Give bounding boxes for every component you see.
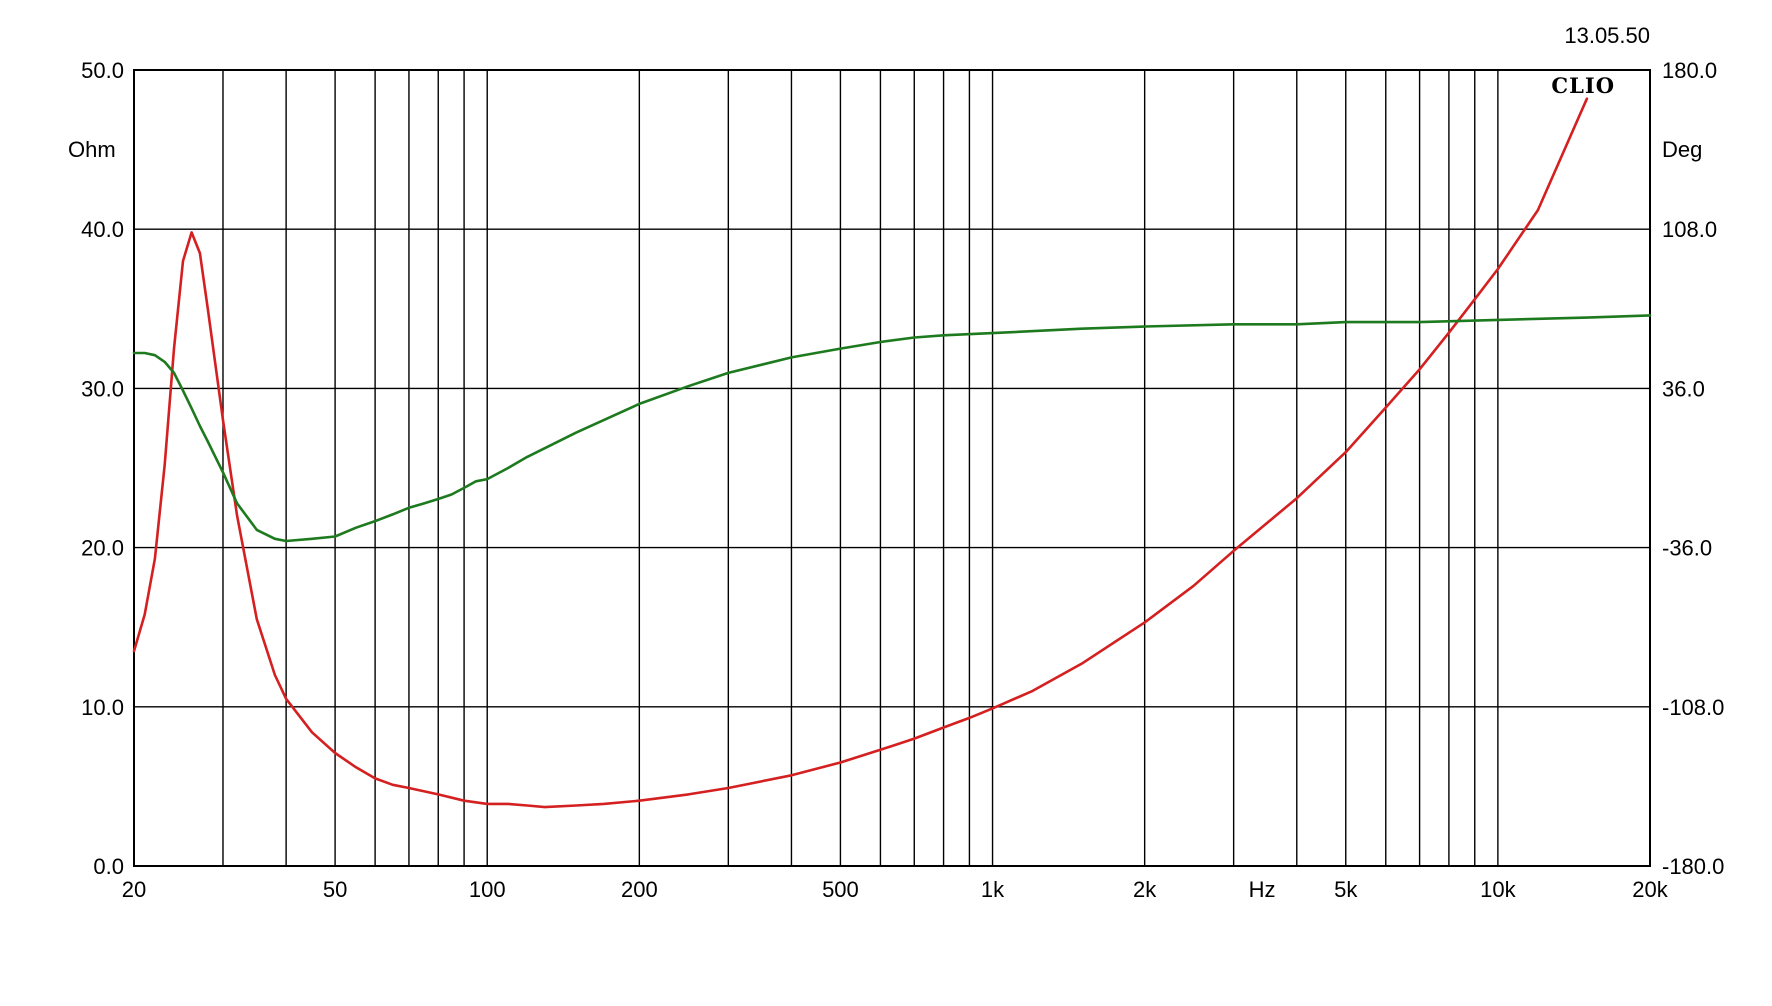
phase-series-line: [132, 314, 1652, 543]
left-y-tick-label: 30.0: [81, 376, 124, 401]
x-tick-label: 20k: [1632, 877, 1668, 902]
x-tick-label: 500: [822, 877, 859, 902]
right-y-tick-label: -108.0: [1662, 695, 1724, 720]
left-y-tick-labels: 0.0 10.0 20.0 30.0 40.0 50.0: [81, 58, 124, 879]
impedance-series-line: [132, 97, 1589, 809]
left-y-unit-label: Ohm: [68, 137, 116, 162]
plot-frame: [133, 69, 1651, 867]
right-y-tick-label: 180.0: [1662, 58, 1717, 83]
right-y-unit-label: Deg: [1662, 137, 1702, 162]
brand-logo: CLIO: [1551, 73, 1615, 98]
x-tick-labels: 20 50 100 200 500 1k 2k 5k 10k 20k: [122, 877, 1669, 902]
right-y-tick-labels: -180.0 -108.0 -36.0 36.0 108.0 180.0: [1662, 58, 1724, 879]
x-tick-label: 5k: [1334, 877, 1358, 902]
x-tick-label: 50: [323, 877, 347, 902]
left-y-tick-label: 10.0: [81, 695, 124, 720]
x-tick-label: 2k: [1133, 877, 1157, 902]
timestamp-label: 13.05.50: [1564, 23, 1650, 48]
x-unit-label: Hz: [1249, 877, 1276, 902]
right-y-tick-label: 108.0: [1662, 217, 1717, 242]
left-y-tick-label: 40.0: [81, 217, 124, 242]
x-tick-label: 10k: [1480, 877, 1516, 902]
x-tick-label: 200: [621, 877, 658, 902]
vertical-gridlines: [133, 70, 1651, 866]
right-y-tick-label: 36.0: [1662, 376, 1705, 401]
x-tick-label: 20: [122, 877, 146, 902]
series-layer: [132, 97, 1652, 809]
left-y-tick-label: 20.0: [81, 536, 124, 561]
x-tick-label: 1k: [981, 877, 1005, 902]
right-y-tick-label: -36.0: [1662, 536, 1712, 561]
left-y-tick-label: 0.0: [93, 854, 124, 879]
left-y-tick-label: 50.0: [81, 58, 124, 83]
x-tick-label: 100: [469, 877, 506, 902]
right-y-tick-label: -180.0: [1662, 854, 1724, 879]
